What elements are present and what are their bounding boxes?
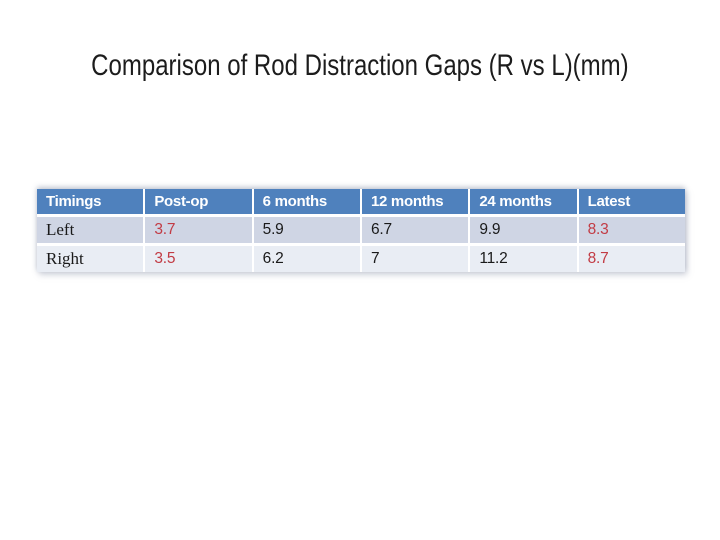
cell-right-6-months: 6.2 [253,246,360,272]
cell-left-6-months: 5.9 [253,217,360,243]
cell-right-latest: 8.7 [578,246,685,272]
cell-left-post-op: 3.7 [145,217,252,243]
cell-right-post-op: 3.5 [145,246,252,272]
row-label-right: Right [37,246,144,272]
cell-left-12-months: 6.7 [361,217,469,243]
slide-title: Comparison of Rod Distraction Gaps (R vs… [0,49,720,83]
column-header-24-months: 24 months [470,189,577,214]
row-label-left: Left [37,217,144,243]
cell-left-latest: 8.3 [578,217,685,243]
column-header-post-op: Post-op [145,189,252,214]
cell-right-24-months: 11.2 [470,246,577,272]
table-row-right: Right 3.5 6.2 7 11.2 8.7 [37,246,685,272]
column-header-6-months: 6 months [253,189,360,214]
column-header-12-months: 12 months [361,189,469,214]
cell-right-12-months: 7 [361,246,469,272]
table-header-row: Timings Post-op 6 months 12 months 24 mo… [37,189,685,214]
distraction-gaps-table: Timings Post-op 6 months 12 months 24 mo… [37,189,685,272]
slide-title-text: Comparison of Rod Distraction Gaps (R vs… [91,49,629,82]
column-header-latest: Latest [578,189,685,214]
column-header-timings: Timings [37,189,144,214]
table-row-left: Left 3.7 5.9 6.7 9.9 8.3 [37,217,685,243]
cell-left-24-months: 9.9 [470,217,577,243]
